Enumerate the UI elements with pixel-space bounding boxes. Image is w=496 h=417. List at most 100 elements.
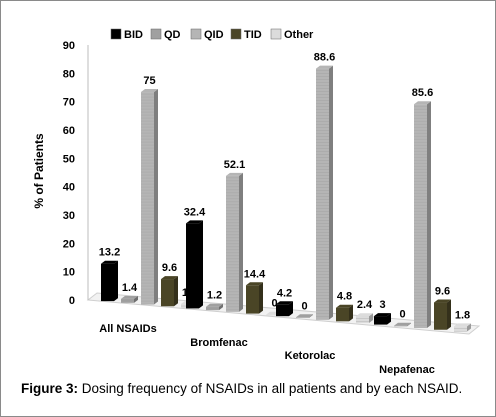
category-label: Bromfenac: [190, 337, 247, 349]
data-label: 1.4: [122, 282, 138, 294]
legend-label: BID: [124, 29, 143, 41]
bar-top: [141, 89, 158, 93]
y-tick-label: 80: [63, 68, 75, 80]
legend: BID QD QID TID Other: [110, 28, 314, 41]
bar-top: [356, 313, 373, 317]
legend-swatch: [270, 28, 282, 40]
bar: [316, 68, 329, 320]
bar: [434, 302, 447, 330]
bar-side: [407, 322, 411, 327]
y-tick-label: 0: [69, 295, 75, 307]
bar-top: [316, 65, 333, 69]
bar-side: [369, 313, 373, 324]
y-tick-label: 10: [63, 267, 75, 279]
bar-side: [259, 282, 263, 314]
bar: [161, 279, 174, 307]
bar: [374, 316, 387, 325]
data-label: 52.1: [224, 159, 245, 171]
data-label: 0: [399, 309, 405, 321]
bar-side: [467, 323, 471, 332]
legend-label: TID: [244, 29, 262, 41]
data-label: 1.2: [207, 290, 222, 302]
bar-side: [289, 301, 293, 317]
y-tick-label: 70: [63, 97, 75, 109]
caption-text: Dosing frequency of NSAIDs in all patien…: [78, 381, 463, 396]
bar-side: [387, 313, 391, 325]
bar-side: [349, 304, 353, 322]
bar-top: [246, 282, 263, 286]
data-label: 3: [379, 299, 385, 311]
legend-label: QD: [164, 29, 181, 41]
bar: [414, 104, 427, 329]
y-axis-ticks: 0 10 20 30 40 50 60 70 80 90: [63, 40, 75, 307]
bar-side: [114, 260, 118, 302]
data-label: 88.6: [314, 52, 335, 64]
bar-side: [309, 314, 313, 318]
data-label: 9.6: [435, 286, 450, 298]
y-tick-label: 50: [63, 153, 75, 165]
y-tick-label: 30: [63, 210, 75, 222]
figure-number: Figure 3:: [21, 381, 79, 396]
bar-top: [186, 220, 203, 224]
bar-top: [454, 323, 471, 327]
data-label: 4.2: [277, 287, 292, 299]
bar: [296, 317, 309, 318]
bar-top: [336, 304, 353, 308]
bar-side: [134, 295, 138, 303]
data-label: 85.6: [412, 87, 433, 99]
bar-side: [154, 89, 158, 305]
y-axis-label: % of Patients: [32, 133, 46, 209]
category-label: All NSAIDs: [99, 323, 156, 335]
data-label: 1.4: [182, 287, 198, 299]
bar-top: [226, 172, 243, 176]
bar: [394, 325, 407, 327]
bar-top: [206, 303, 223, 307]
y-tick-label: 20: [63, 238, 75, 250]
figure-caption: Figure 3: Dosing frequency of NSAIDs in …: [21, 381, 491, 396]
category-label: Nepafenac: [379, 364, 435, 376]
bar-side: [447, 299, 451, 330]
bar-top: [434, 299, 451, 303]
bar: [356, 316, 369, 324]
bars: [101, 65, 471, 332]
bar-top: [394, 322, 411, 326]
legend-swatch: [110, 28, 122, 40]
bar-top: [161, 276, 178, 280]
bar-top: [414, 101, 431, 105]
bar: [246, 285, 259, 314]
bar-top: [101, 260, 118, 264]
bar-side: [329, 65, 333, 320]
data-label: 32.4: [184, 206, 206, 218]
bar: [276, 304, 289, 317]
legend-swatch: [230, 28, 242, 40]
bar-top: [276, 301, 293, 305]
data-label: 75: [143, 75, 155, 87]
legend-swatch: [190, 28, 202, 40]
data-label: 9.6: [162, 262, 177, 274]
category-label: Ketorolac: [285, 350, 336, 362]
legend-label: QID: [204, 29, 224, 41]
bar: [266, 314, 279, 316]
y-tick-label: 60: [63, 125, 75, 137]
bar-side: [219, 303, 223, 311]
legend-label: Other: [284, 29, 314, 41]
y-tick-label: 90: [63, 40, 75, 52]
data-labels: 13.21.4759.61.432.41.252.114.404.2088.64…: [99, 52, 470, 322]
data-label: 4.8: [337, 291, 352, 303]
data-label: 13.2: [99, 247, 120, 259]
bar: [206, 306, 219, 311]
data-label: 2.4: [357, 299, 373, 311]
data-label: 14.4: [244, 268, 266, 280]
data-label: 0: [301, 300, 307, 312]
legend-swatch: [150, 28, 162, 40]
bar-side: [174, 276, 178, 307]
bar-top: [296, 314, 313, 318]
bar: [336, 307, 349, 322]
bar-side: [199, 220, 203, 309]
bar-side: [427, 101, 431, 329]
bar-side: [239, 172, 243, 312]
bar: [101, 263, 114, 302]
bar: [186, 223, 199, 309]
data-label: 0: [271, 298, 277, 310]
